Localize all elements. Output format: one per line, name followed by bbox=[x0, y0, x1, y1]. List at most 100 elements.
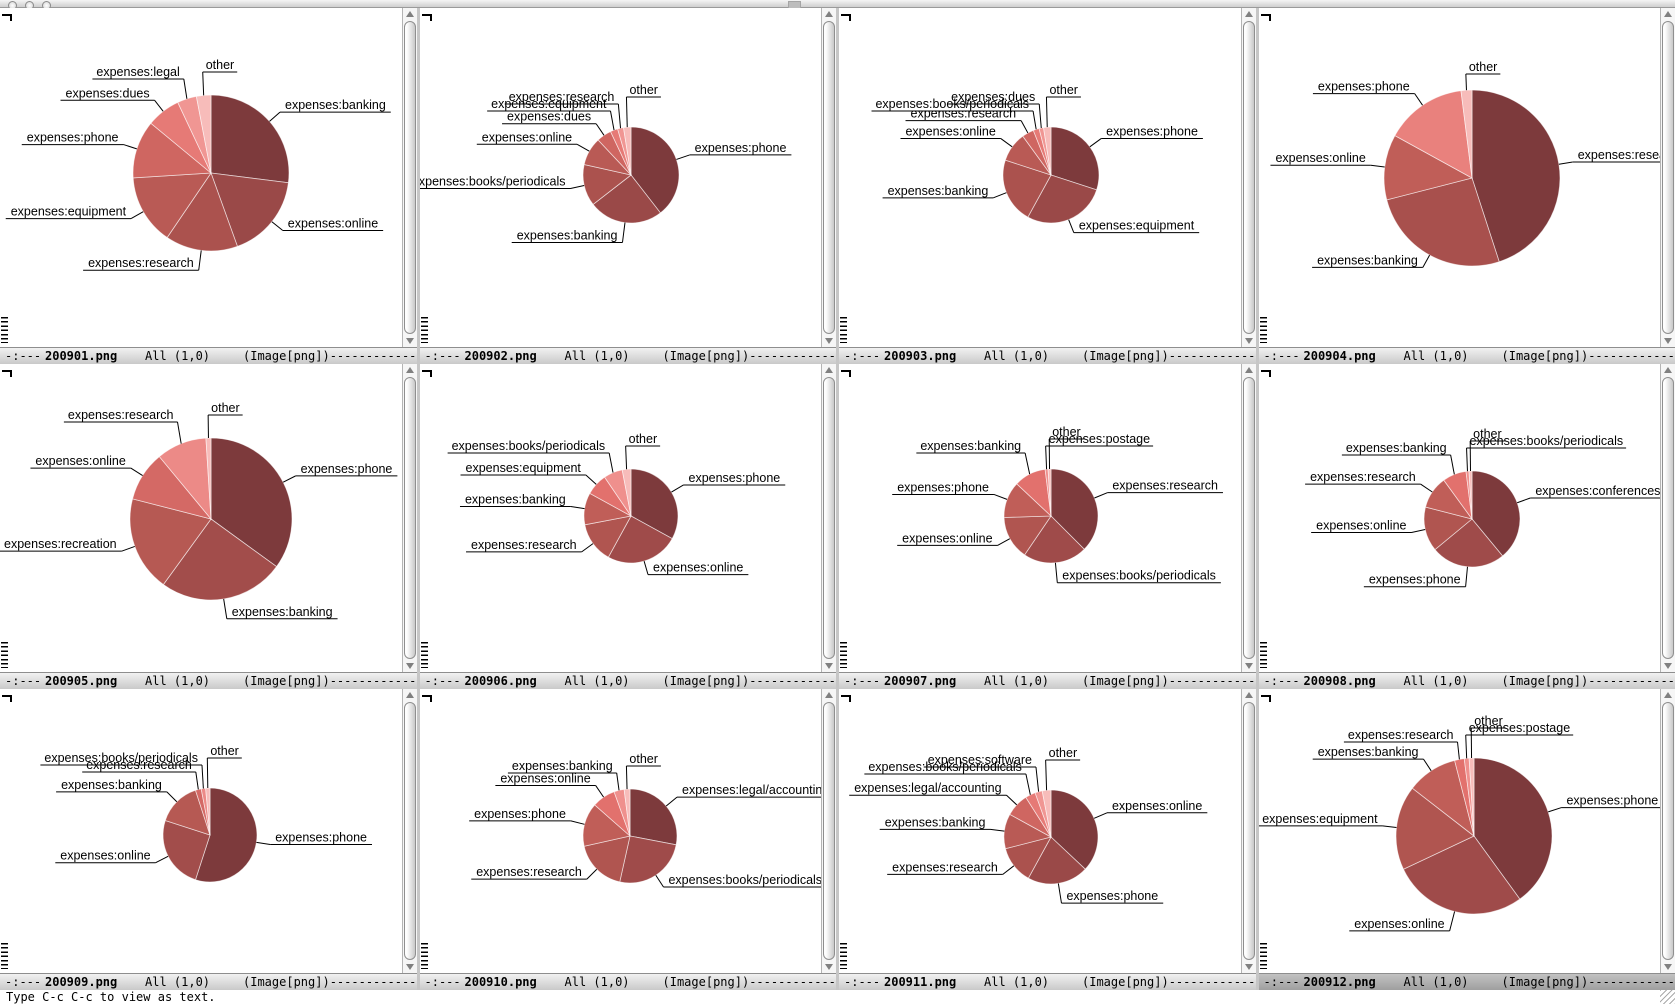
scroll-down-arrow-icon[interactable] bbox=[405, 338, 414, 344]
scrollbar-thumb[interactable] bbox=[1242, 377, 1255, 659]
scroll-down-arrow-icon[interactable] bbox=[405, 964, 414, 970]
modeline-200908.png[interactable]: -:--- 200908.png All (1,0) (Image[png])----… bbox=[1258, 672, 1675, 689]
fringe-bottom-indicator bbox=[840, 943, 847, 969]
scroll-up-arrow-icon[interactable] bbox=[1664, 692, 1672, 698]
scroll-up-arrow-icon[interactable] bbox=[405, 692, 414, 698]
slice-label: other bbox=[211, 401, 240, 415]
modeline-200906.png[interactable]: -:--- 200906.png All (1,0) (Image[png])----… bbox=[419, 672, 836, 689]
scrollbar[interactable] bbox=[821, 8, 836, 347]
slice-label: expenses:online bbox=[35, 454, 125, 468]
scroll-up-arrow-icon[interactable] bbox=[405, 11, 414, 17]
echo-area: Type C-c C-c to view as text. bbox=[0, 990, 1675, 1004]
pie-slice bbox=[205, 787, 211, 836]
scroll-down-arrow-icon[interactable] bbox=[825, 663, 833, 669]
emacs-window-200901.png: expenses:banking expenses:online expenses:… bbox=[0, 8, 417, 364]
scroll-down-arrow-icon[interactable] bbox=[1244, 964, 1253, 970]
scroll-down-arrow-icon[interactable] bbox=[1244, 663, 1253, 669]
scrollbar-thumb[interactable] bbox=[1242, 702, 1255, 960]
scrollbar[interactable] bbox=[401, 689, 417, 973]
scrollbar[interactable] bbox=[1660, 364, 1675, 672]
scroll-up-arrow-icon[interactable] bbox=[1244, 692, 1253, 698]
modeline-200902.png[interactable]: -:--- 200902.png All (1,0) (Image[png])----… bbox=[419, 347, 836, 364]
scrollbar[interactable] bbox=[1240, 364, 1256, 672]
image-buffer-200905.png[interactable]: expenses:phone expenses:banking expenses:r… bbox=[0, 364, 417, 672]
pie-slice bbox=[1385, 177, 1500, 267]
scrollbar[interactable] bbox=[401, 8, 417, 347]
scrollbar[interactable] bbox=[401, 364, 417, 672]
scrollbar[interactable] bbox=[821, 364, 836, 672]
scrollbar-thumb[interactable] bbox=[403, 702, 416, 960]
image-buffer-200911.png[interactable]: expenses:online expenses:phone expenses:re… bbox=[839, 689, 1256, 973]
slice-label-group: expenses:phone bbox=[21, 131, 137, 150]
modeline-200910.png[interactable]: -:--- 200910.png All (1,0) (Image[png])----… bbox=[419, 973, 836, 990]
scrollbar-thumb[interactable] bbox=[403, 21, 416, 334]
slice-label: expenses:phone bbox=[1066, 889, 1158, 903]
slice-label-group: expenses:recreation bbox=[0, 537, 135, 552]
scroll-down-arrow-icon[interactable] bbox=[1664, 964, 1672, 970]
scroll-up-arrow-icon[interactable] bbox=[1664, 11, 1672, 17]
modeline-200903.png[interactable]: -:--- 200903.png All (1,0) (Image[png])----… bbox=[839, 347, 1256, 364]
modeline-200909.png[interactable]: -:--- 200909.png All (1,0) (Image[png])----… bbox=[0, 973, 417, 990]
image-buffer-200902.png[interactable]: expenses:phone expenses:banking expenses:b… bbox=[419, 8, 836, 347]
scroll-down-arrow-icon[interactable] bbox=[1664, 663, 1672, 669]
scrollbar[interactable] bbox=[821, 689, 836, 973]
resize-grip[interactable] bbox=[1660, 990, 1675, 1004]
modeline-200904.png[interactable]: -:--- 200904.png All (1,0) (Image[png])----… bbox=[1258, 347, 1675, 364]
scrollbar[interactable] bbox=[1240, 689, 1256, 973]
pie-slice bbox=[1383, 135, 1473, 201]
image-buffer-200907.png[interactable]: expenses:research expenses:books/periodic… bbox=[839, 364, 1256, 672]
image-buffer-200901.png[interactable]: expenses:banking expenses:online expenses:… bbox=[0, 8, 417, 347]
modeline-200912.png[interactable]: -:--- 200912.png All (1,0) (Image[png])----… bbox=[1258, 973, 1675, 990]
scrollbar[interactable] bbox=[1660, 8, 1675, 347]
image-buffer-200912.png[interactable]: expenses:phone expenses:online expenses:eq… bbox=[1258, 689, 1675, 973]
fringe-top-indicator bbox=[1260, 695, 1271, 702]
scrollbar[interactable] bbox=[1660, 689, 1675, 973]
scroll-up-arrow-icon[interactable] bbox=[825, 11, 833, 17]
slice-label: expenses:banking bbox=[885, 815, 986, 829]
image-buffer-200908.png[interactable]: expenses:conferences expenses:phone expens… bbox=[1258, 364, 1675, 672]
scroll-up-arrow-icon[interactable] bbox=[405, 367, 414, 373]
scrollbar-thumb[interactable] bbox=[1242, 21, 1255, 334]
scroll-up-arrow-icon[interactable] bbox=[1244, 367, 1253, 373]
slice-label-group: expenses:legal/accounting bbox=[665, 783, 834, 807]
slice-label: expenses:research bbox=[68, 408, 174, 422]
slice-label-group: expenses:books/periodicals bbox=[419, 175, 584, 190]
scrollbar-thumb[interactable] bbox=[1662, 702, 1674, 960]
modeline-200901.png[interactable]: -:--- 200901.png All (1,0) (Image[png])----… bbox=[0, 347, 417, 364]
image-buffer-200909.png[interactable]: expenses:phone expenses:online expenses:ba… bbox=[0, 689, 417, 973]
slice-label: expenses:books/periodicals bbox=[420, 175, 565, 189]
modeline-200911.png[interactable]: -:--- 200911.png All (1,0) (Image[png])----… bbox=[839, 973, 1256, 990]
scrollbar-thumb[interactable] bbox=[1662, 21, 1674, 334]
scrollbar-thumb[interactable] bbox=[1662, 377, 1674, 659]
modeline-200907.png[interactable]: -:--- 200907.png All (1,0) (Image[png])----… bbox=[839, 672, 1256, 689]
pie-slice bbox=[132, 172, 212, 239]
image-buffer-200903.png[interactable]: expenses:phone expenses:equipment expenses… bbox=[839, 8, 1256, 347]
slice-label: expenses:phone bbox=[1317, 80, 1409, 94]
scroll-down-arrow-icon[interactable] bbox=[1664, 338, 1672, 344]
fringe-top-indicator bbox=[421, 370, 432, 377]
scrollbar-thumb[interactable] bbox=[823, 377, 835, 659]
scroll-down-arrow-icon[interactable] bbox=[825, 338, 833, 344]
scrollbar[interactable] bbox=[1240, 8, 1256, 347]
window-row: expenses:phone expenses:banking expenses:r… bbox=[0, 364, 1675, 689]
slice-label-group: expenses:postage bbox=[1045, 432, 1154, 470]
scrollbar-thumb[interactable] bbox=[823, 702, 835, 960]
scroll-up-arrow-icon[interactable] bbox=[1244, 11, 1253, 17]
image-buffer-200910.png[interactable]: expenses:legal/accounting expenses:books/… bbox=[419, 689, 836, 973]
slice-label: expenses:banking bbox=[285, 98, 386, 112]
slice-label: expenses:research bbox=[476, 865, 582, 879]
scroll-up-arrow-icon[interactable] bbox=[825, 367, 833, 373]
image-buffer-200904.png[interactable]: expenses:research expenses:banking expense… bbox=[1258, 8, 1675, 347]
scrollbar-thumb[interactable] bbox=[823, 21, 835, 334]
scrollbar-thumb[interactable] bbox=[403, 377, 416, 659]
slice-label-group: expenses:banking bbox=[507, 759, 620, 791]
image-buffer-200906.png[interactable]: expenses:phone expenses:online expenses:re… bbox=[419, 364, 836, 672]
scroll-up-arrow-icon[interactable] bbox=[825, 692, 833, 698]
fringe-bottom-indicator bbox=[840, 642, 847, 668]
pie-slice bbox=[1047, 468, 1052, 517]
scroll-up-arrow-icon[interactable] bbox=[1664, 367, 1672, 373]
scroll-down-arrow-icon[interactable] bbox=[405, 663, 414, 669]
scroll-down-arrow-icon[interactable] bbox=[825, 964, 833, 970]
scroll-down-arrow-icon[interactable] bbox=[1244, 338, 1253, 344]
modeline-200905.png[interactable]: -:--- 200905.png All (1,0) (Image[png])----… bbox=[0, 672, 417, 689]
